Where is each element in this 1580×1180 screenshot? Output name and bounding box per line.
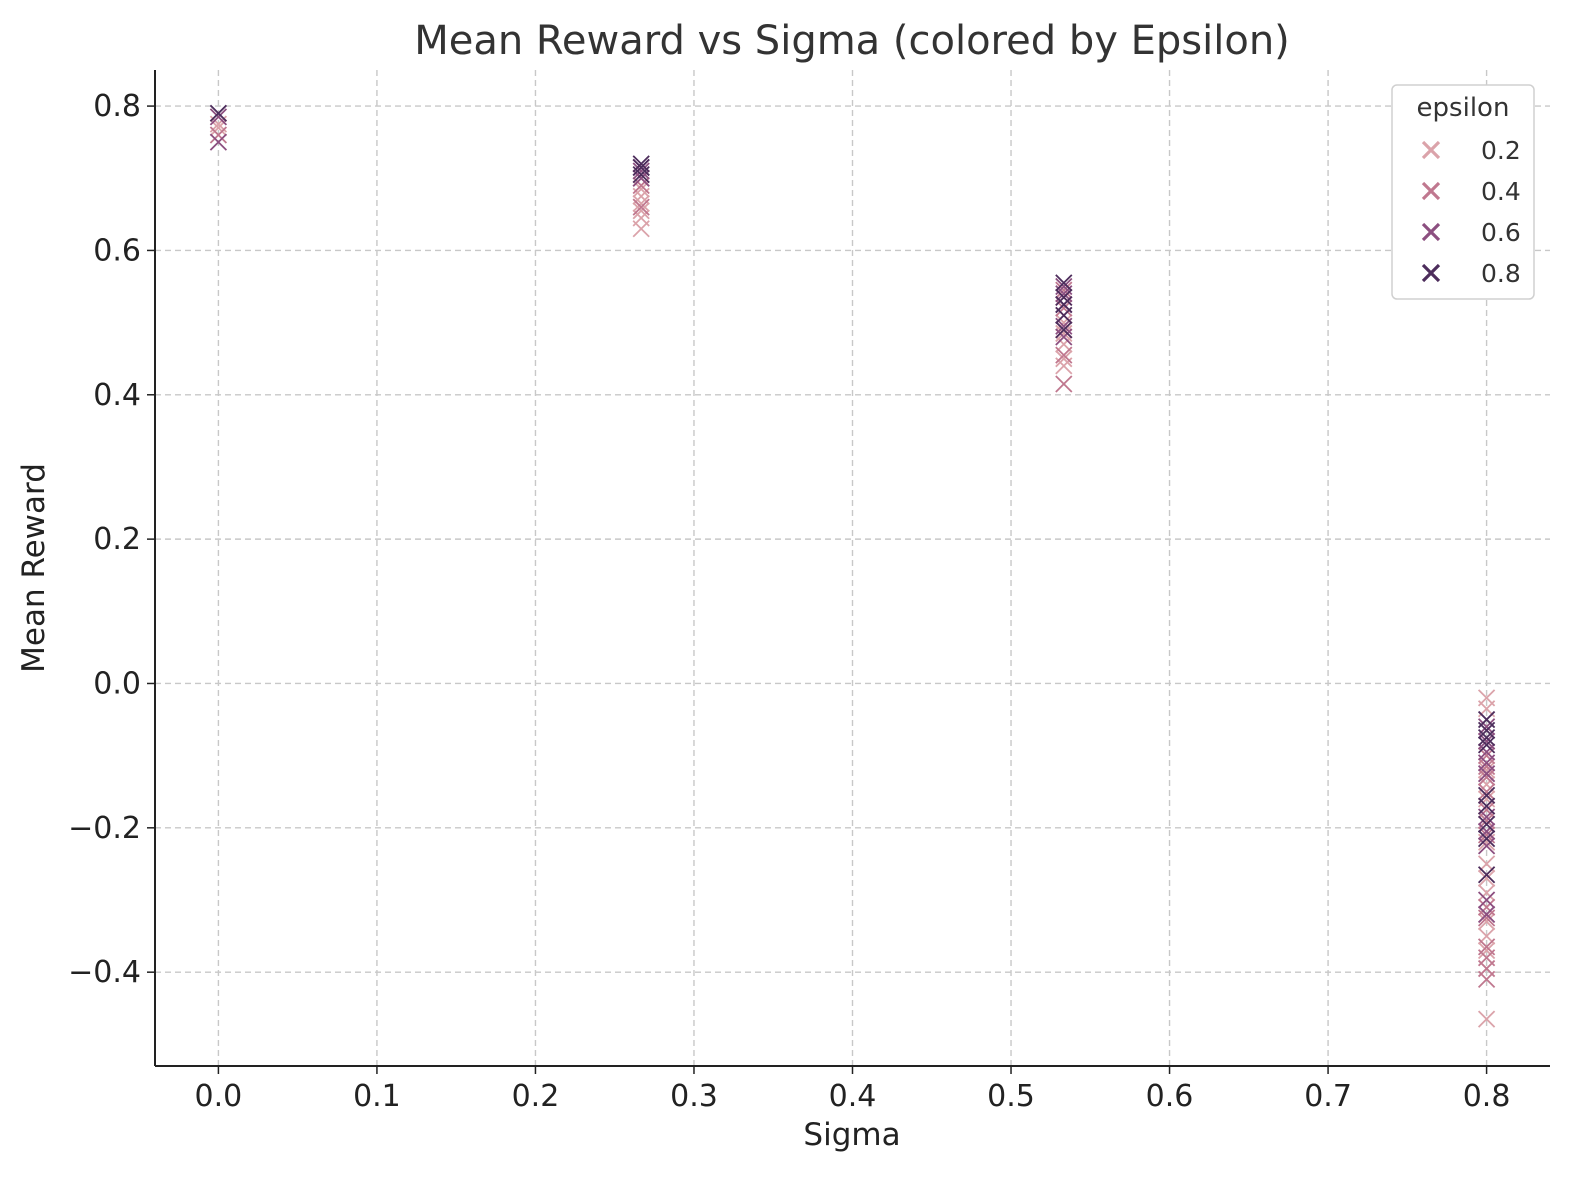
data-point — [632, 155, 650, 173]
y-tick-label: 0.8 — [93, 89, 141, 124]
data-point — [1055, 281, 1073, 299]
data-point — [1477, 884, 1496, 902]
x-tick-label: 0.0 — [195, 1079, 243, 1114]
legend-marker — [1421, 263, 1441, 283]
legend-items: 0.2 0.4 0.6 0.8 — [1421, 136, 1521, 288]
data-point — [1477, 783, 1496, 801]
data-point — [1055, 288, 1073, 306]
series-0.8 — [209, 104, 1496, 884]
data-point — [632, 202, 650, 220]
data-point — [1055, 350, 1073, 368]
legend-marker — [1421, 181, 1441, 201]
data-point — [1055, 346, 1073, 364]
x-tick-label: 0.2 — [512, 1079, 560, 1114]
data-point — [209, 104, 228, 122]
legend-title: epsilon — [1417, 93, 1510, 123]
x-tick-label: 0.1 — [353, 1079, 401, 1114]
data-point — [1477, 970, 1496, 989]
data-point — [1477, 941, 1496, 960]
data-point — [1477, 869, 1496, 887]
data-point — [1055, 295, 1073, 314]
data-point — [1477, 830, 1496, 848]
data-point — [1477, 913, 1496, 931]
data-point — [1477, 1010, 1496, 1028]
x-tick-label: 0.6 — [1146, 1079, 1194, 1114]
data-point — [1477, 905, 1496, 924]
x-axis-ticks: 0.0 0.1 0.2 0.3 0.4 0.5 0.6 0.7 0.8 — [195, 1066, 1511, 1114]
y-tick-label: 0.2 — [93, 522, 141, 557]
data-point — [209, 126, 228, 144]
data-point — [1477, 721, 1496, 740]
legend-label: 0.8 — [1481, 259, 1521, 288]
data-point — [1477, 866, 1496, 884]
data-point — [1055, 313, 1073, 332]
data-point — [1477, 728, 1496, 747]
data-point — [1477, 909, 1496, 927]
x-tick-label: 0.5 — [987, 1079, 1035, 1114]
data-point — [632, 194, 650, 213]
data-points — [209, 104, 1496, 1028]
data-point — [1477, 891, 1496, 909]
data-point — [1477, 797, 1496, 815]
legend-marker — [1421, 140, 1441, 160]
data-point — [1477, 736, 1496, 754]
grid-lines — [155, 70, 1550, 1066]
legend-label: 0.6 — [1481, 218, 1521, 247]
legend: epsilon 0.2 0.4 0.6 0.8 — [1391, 84, 1535, 300]
data-point — [1477, 765, 1496, 783]
y-tick-label: 0.0 — [93, 666, 141, 701]
data-point — [632, 198, 650, 216]
data-point — [1055, 375, 1073, 393]
y-axis-ticks: −0.4 −0.2 0.0 0.2 0.4 0.6 0.8 — [68, 89, 155, 990]
data-point — [209, 133, 228, 151]
data-point — [209, 108, 228, 126]
x-tick-label: 0.7 — [1304, 1079, 1352, 1114]
legend-label: 0.2 — [1481, 136, 1521, 165]
data-point — [632, 158, 650, 177]
data-point — [1055, 321, 1073, 339]
y-axis-label: Mean Reward — [16, 463, 52, 673]
x-axis-label: Sigma — [803, 1117, 900, 1153]
y-tick-label: −0.4 — [68, 955, 141, 990]
legend-label: 0.4 — [1481, 177, 1521, 206]
data-point — [1477, 768, 1496, 786]
x-tick-label: 0.8 — [1463, 1079, 1511, 1114]
x-tick-label: 0.4 — [829, 1079, 877, 1114]
data-point — [1477, 837, 1496, 855]
y-tick-label: 0.6 — [93, 233, 141, 268]
data-point — [1477, 761, 1496, 779]
data-point — [1477, 815, 1496, 833]
y-tick-label: 0.4 — [93, 378, 141, 413]
x-tick-label: 0.3 — [670, 1079, 718, 1114]
data-point — [632, 162, 650, 180]
y-tick-label: −0.2 — [68, 811, 141, 846]
legend-marker — [1421, 222, 1441, 242]
chart-title: Mean Reward vs Sigma (colored by Epsilon… — [414, 18, 1290, 64]
data-point — [1055, 274, 1073, 292]
data-point — [1477, 822, 1496, 841]
legend-box — [1391, 84, 1535, 300]
series-0.4 — [209, 126, 1496, 989]
